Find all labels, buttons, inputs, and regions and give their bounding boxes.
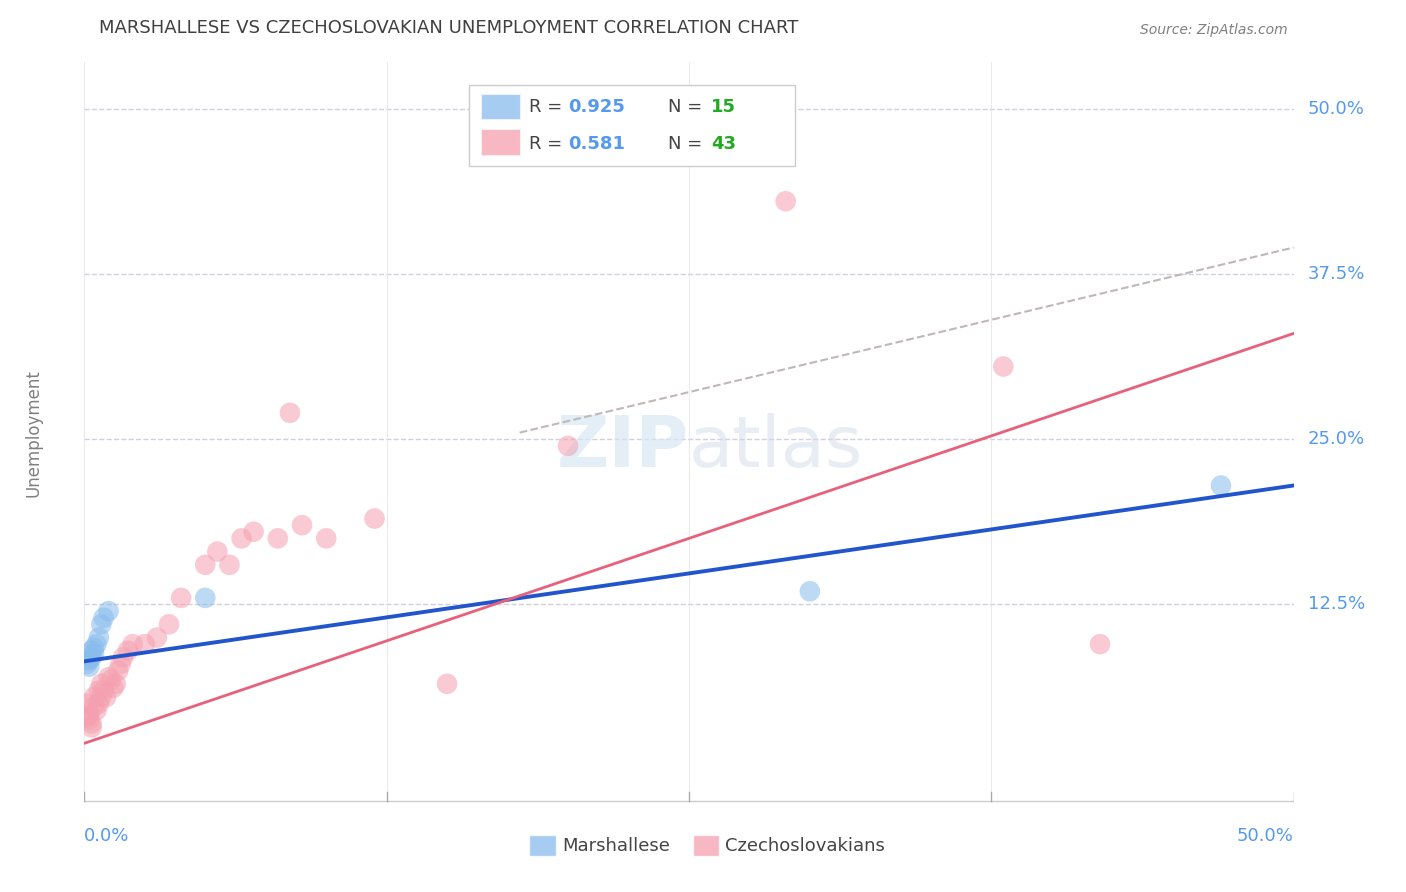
Point (90, 677, 112, 691)
Point (291, 518, 314, 533)
Point (112, 650, 135, 665)
Text: 15: 15 (710, 98, 735, 116)
Point (77, 659, 100, 673)
Point (80, 644, 103, 658)
Point (104, 677, 127, 691)
Point (436, 677, 458, 691)
Point (557, 439, 579, 453)
Text: N =: N = (668, 135, 709, 153)
Point (146, 631, 169, 645)
Point (242, 524, 264, 539)
Point (363, 511, 385, 525)
Text: Unemployment: Unemployment (24, 368, 42, 497)
Text: 12.5%: 12.5% (1308, 596, 1365, 614)
Bar (481, 94, 520, 120)
Point (93, 611, 115, 625)
Point (77, 713, 100, 727)
Point (993, 359, 1015, 374)
Text: Source: ZipAtlas.com: Source: ZipAtlas.com (1140, 22, 1288, 37)
Point (231, 532, 253, 546)
Point (77, 707, 100, 722)
Text: 25.0%: 25.0% (1308, 430, 1365, 449)
Text: 50.0%: 50.0% (1237, 827, 1294, 845)
Point (97, 604, 120, 618)
Point (76, 697, 98, 711)
Text: R =: R = (529, 135, 568, 153)
Point (87, 683, 110, 698)
Point (117, 644, 139, 658)
Point (267, 532, 290, 546)
Text: ZIP: ZIP (557, 413, 689, 482)
Bar (693, 836, 720, 856)
Point (87, 631, 110, 645)
Text: 50.0%: 50.0% (1308, 100, 1365, 118)
Point (83, 690, 105, 704)
Point (157, 617, 180, 632)
Text: 0.925: 0.925 (568, 98, 624, 116)
Point (93, 683, 115, 698)
Point (103, 681, 125, 695)
Point (83, 699, 105, 714)
Text: Marshallese: Marshallese (562, 837, 669, 855)
Point (194, 558, 217, 572)
Point (121, 637, 143, 651)
Point (80, 716, 103, 731)
Point (134, 637, 156, 651)
Text: 43: 43 (710, 135, 735, 153)
Text: MARSHALLESE VS CZECHOSLOVAKIAN UNEMPLOYMENT CORRELATION CHART: MARSHALLESE VS CZECHOSLOVAKIAN UNEMPLOYM… (98, 19, 799, 37)
Point (207, 544, 229, 558)
Point (77, 653, 100, 667)
Point (170, 591, 193, 605)
Text: R =: R = (529, 98, 568, 116)
Point (1088, 637, 1111, 651)
Point (278, 406, 301, 420)
Point (87, 697, 110, 711)
Text: 0.581: 0.581 (568, 135, 626, 153)
Text: atlas: atlas (689, 413, 863, 482)
Point (218, 558, 240, 572)
Point (86, 703, 108, 717)
Point (76, 657, 98, 671)
Point (799, 584, 821, 599)
Bar (481, 129, 520, 156)
Bar (529, 836, 555, 856)
Text: 37.5%: 37.5% (1308, 265, 1365, 283)
Text: Czechoslovakians: Czechoslovakians (725, 837, 886, 855)
Point (110, 657, 132, 671)
Point (76, 710, 98, 724)
FancyBboxPatch shape (468, 85, 796, 166)
Point (775, 194, 797, 209)
Text: 0.0%: 0.0% (84, 827, 129, 845)
Point (90, 617, 112, 632)
Point (83, 647, 105, 661)
Point (80, 721, 103, 735)
Text: N =: N = (668, 98, 709, 116)
Point (1209, 478, 1232, 492)
Point (194, 591, 217, 605)
Point (107, 664, 129, 678)
Point (315, 532, 337, 546)
Point (90, 690, 112, 704)
Point (86, 637, 108, 651)
Point (94, 690, 117, 704)
Point (83, 641, 105, 656)
Point (97, 670, 120, 684)
Point (100, 673, 122, 687)
Point (80, 650, 103, 665)
